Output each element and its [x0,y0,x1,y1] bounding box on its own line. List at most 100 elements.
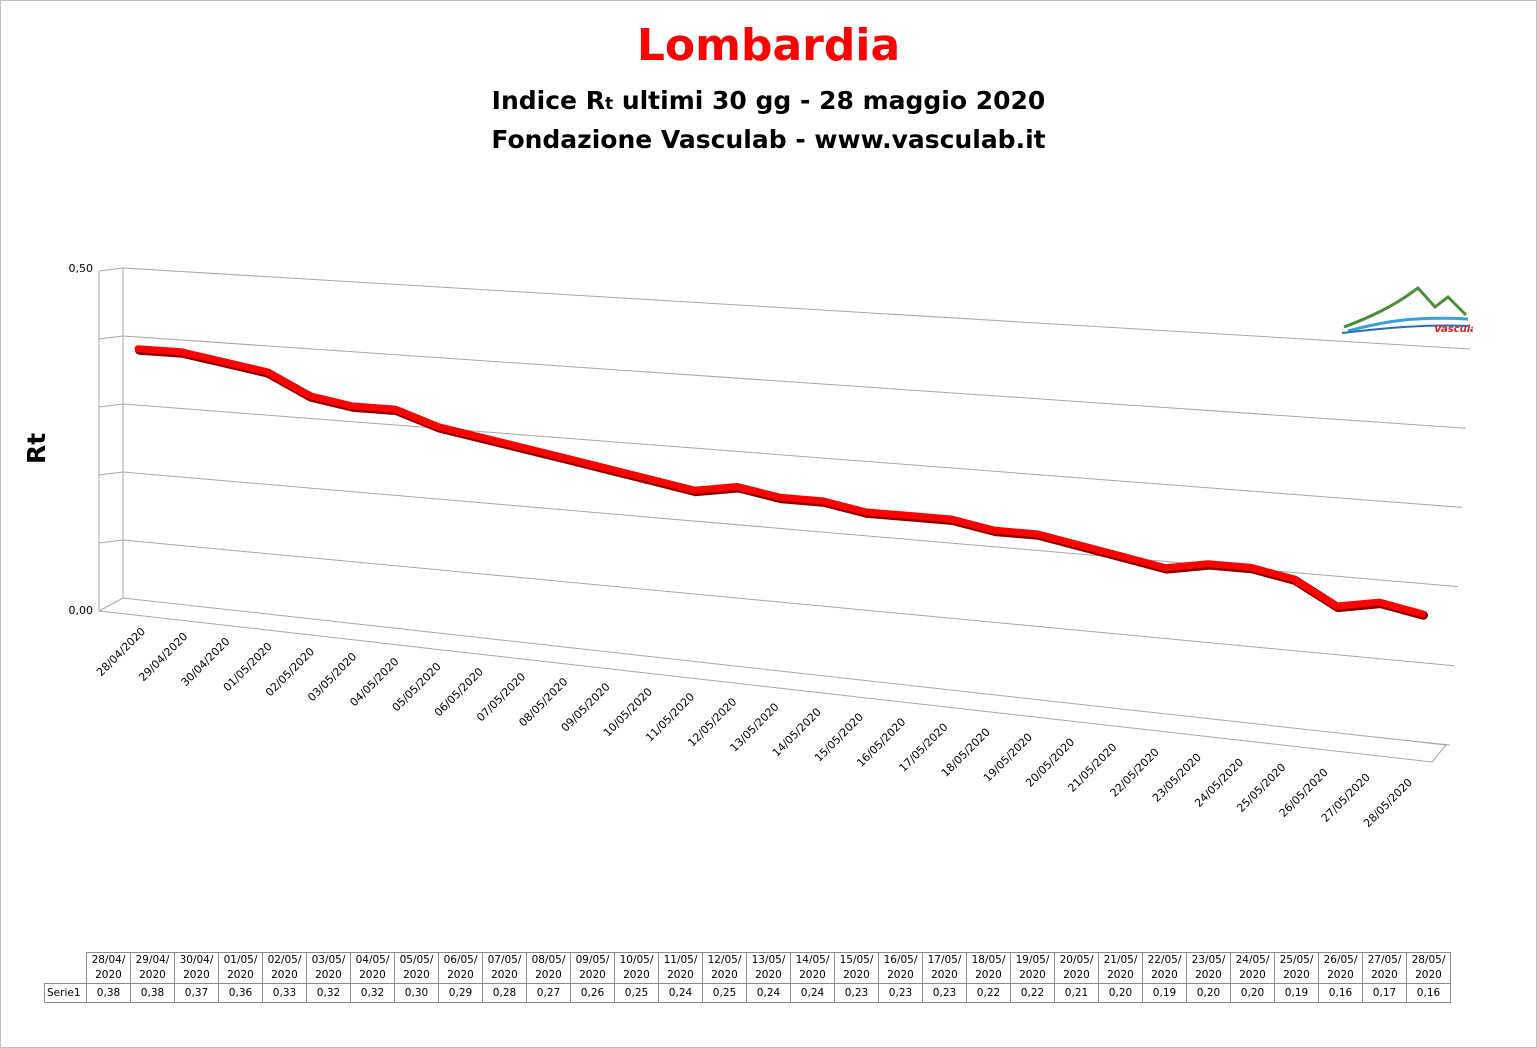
header-year: 2020 [1019,969,1046,981]
header-date: 24/05/ [1235,954,1270,966]
table-header-cell: 27/05/2020 [1362,952,1407,984]
table-header-cell: 12/05/2020 [702,952,747,984]
subtitle-pre: Indice R [491,86,605,115]
header-year: 2020 [139,969,166,981]
header-date: 28/04/ [91,954,126,966]
header-date: 09/05/ [575,954,610,966]
table-header-cell: 28/04/2020 [86,952,131,984]
header-date: 13/05/ [751,954,786,966]
header-date: 30/04/ [179,954,214,966]
table-header-cell: 04/05/2020 [350,952,395,984]
subtitle-sub: t [604,94,614,114]
series-line [134,345,1426,618]
table-cell: 0,23 [878,983,923,1003]
table-header-cell: 29/04/2020 [130,952,175,984]
header-date: 15/05/ [839,954,874,966]
header-year: 2020 [183,969,210,981]
series-label: Serie1 [44,983,87,1003]
header-date: 27/05/ [1367,954,1402,966]
header-date: 11/05/ [663,954,698,966]
header-date: 05/05/ [399,954,434,966]
table-header-cell: 19/05/2020 [1010,952,1055,984]
table-cell: 0,32 [306,983,351,1003]
header-year: 2020 [1107,969,1134,981]
table-header-cell: 05/05/2020 [394,952,439,984]
header-date: 14/05/ [795,954,830,966]
table-header-cell: 20/05/2020 [1054,952,1099,984]
table-cell: 0,20 [1230,983,1275,1003]
gridline [122,539,1455,667]
table-header-cell: 17/05/2020 [922,952,967,984]
header-year: 2020 [931,969,958,981]
table-cell: 0,24 [746,983,791,1003]
table-header-cell: 03/05/2020 [306,952,351,984]
header-date: 25/05/ [1279,954,1314,966]
table-cell: 0,27 [526,983,571,1003]
header-date: 16/05/ [883,954,918,966]
table-cell: 0,25 [702,983,747,1003]
table-cell: 0,22 [1010,983,1055,1003]
gridline [122,403,1463,508]
table-cell: 0,28 [482,983,527,1003]
table-header-cell: 21/05/2020 [1098,952,1143,984]
header-date: 04/05/ [355,954,390,966]
table-header-cell: 09/05/2020 [570,952,615,984]
table-header-cell: 23/05/2020 [1186,952,1231,984]
header-date: 29/04/ [135,954,170,966]
header-date: 08/05/ [531,954,566,966]
vasculab-logo: Vasculab [1341,285,1473,335]
table-cell: 0,23 [834,983,879,1003]
header-year: 2020 [1239,969,1266,981]
table-cell: 0,23 [922,983,967,1003]
header-year: 2020 [227,969,254,981]
header-year: 2020 [359,969,386,981]
table-header-cell: 13/05/2020 [746,952,791,984]
table-header-cell: 02/05/2020 [262,952,307,984]
header-year: 2020 [271,969,298,981]
header-date: 20/05/ [1059,954,1094,966]
table-cell: 0,29 [438,983,483,1003]
header-year: 2020 [711,969,738,981]
header-date: 12/05/ [707,954,742,966]
header-date: 18/05/ [971,954,1006,966]
header-year: 2020 [579,969,606,981]
y-tick-mark [98,335,124,340]
header-year: 2020 [95,969,122,981]
table-header-cell: 18/05/2020 [966,952,1011,984]
table-header-cell: 15/05/2020 [834,952,879,984]
header-date: 07/05/ [487,954,522,966]
table-header-cell: 24/05/2020 [1230,952,1275,984]
header-year: 2020 [1063,969,1090,981]
header-year: 2020 [755,969,782,981]
table-header-cell: 01/05/2020 [218,952,263,984]
header-year: 2020 [1415,969,1442,981]
y-tick-mark [98,471,124,476]
header-year: 2020 [1151,969,1178,981]
table-cell: 0,19 [1142,983,1187,1003]
header-year: 2020 [403,969,430,981]
series-line-shadow [135,345,1428,620]
header-year: 2020 [1371,969,1398,981]
header-year: 2020 [887,969,914,981]
chart-subtitle-2: Fondazione Vasculab - www.vasculab.it [491,125,1046,154]
table-header-cell: 08/05/2020 [526,952,571,984]
header-date: 17/05/ [927,954,962,966]
y-tick-mark [98,403,124,408]
table-header-cell: 11/05/2020 [658,952,703,984]
table-header-cell: 25/05/2020 [1274,952,1319,984]
table-cell: 0,19 [1274,983,1319,1003]
x-tick-label: 28/05/2020 [1361,776,1415,830]
floor-plane [97,597,1447,763]
table-row: Serie1 0,38 0,38 0,37 0,36 0,33 0,32 0,32 0,30 0… [44,983,1451,1003]
subtitle-post: ultimi 30 gg - 28 maggio 2020 [613,86,1046,115]
table-cell: 0,22 [966,983,1011,1003]
header-year: 2020 [843,969,870,981]
chart-title: Lombardia [636,20,901,71]
table-header-cell: 30/04/2020 [174,952,219,984]
table-cell: 0,21 [1054,983,1099,1003]
table-cell: 0,26 [570,983,615,1003]
table-header-cell: 22/05/2020 [1142,952,1187,984]
table-cell: 0,16 [1406,983,1451,1003]
table-cell: 0,20 [1098,983,1143,1003]
